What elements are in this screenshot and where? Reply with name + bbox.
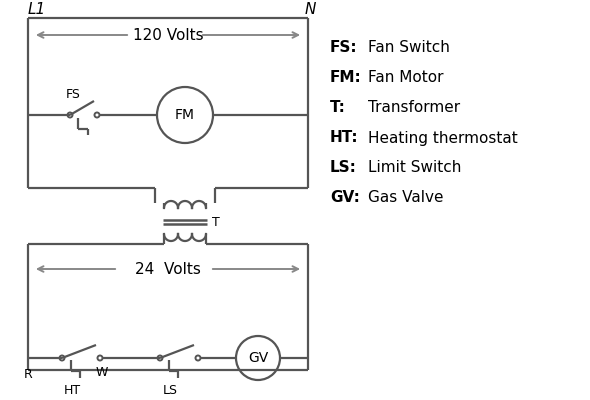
Text: W: W <box>96 366 108 378</box>
Text: FS: FS <box>65 88 80 102</box>
Text: FS:: FS: <box>330 40 358 56</box>
Text: Heating thermostat: Heating thermostat <box>368 130 518 146</box>
Text: 24  Volts: 24 Volts <box>135 262 201 276</box>
Text: R: R <box>24 368 32 380</box>
Text: FM: FM <box>175 108 195 122</box>
Text: LS: LS <box>162 384 178 396</box>
Text: LS:: LS: <box>330 160 357 176</box>
Text: 120 Volts: 120 Volts <box>133 28 204 42</box>
Text: N: N <box>304 2 316 18</box>
Text: Fan Switch: Fan Switch <box>368 40 450 56</box>
Text: Limit Switch: Limit Switch <box>368 160 461 176</box>
Text: Fan Motor: Fan Motor <box>368 70 444 86</box>
Text: GV: GV <box>248 351 268 365</box>
Text: L1: L1 <box>28 2 46 18</box>
Text: GV:: GV: <box>330 190 360 206</box>
Text: T: T <box>212 216 219 228</box>
Text: HT:: HT: <box>330 130 359 146</box>
Text: T:: T: <box>330 100 346 116</box>
Text: HT: HT <box>64 384 81 396</box>
Text: FM:: FM: <box>330 70 362 86</box>
Text: Transformer: Transformer <box>368 100 460 116</box>
Text: Gas Valve: Gas Valve <box>368 190 444 206</box>
